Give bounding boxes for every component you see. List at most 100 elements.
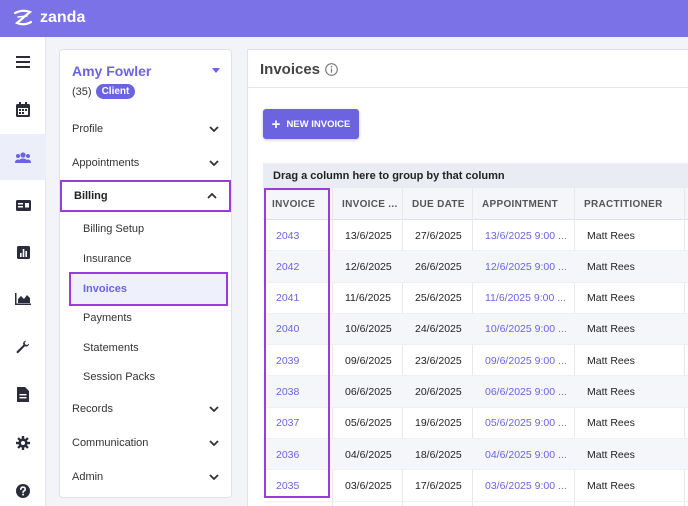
invoice-date-cell: 03/6/2025 [345,479,392,492]
appointment-link[interactable]: 06/6/2025 9:00 ... [485,385,567,398]
practitioner-cell: Matt Rees [587,323,635,336]
new-invoice-label: NEW INVOICE [286,118,351,130]
due-date-cell: 19/6/2025 [415,417,462,430]
client-nav-panel: Amy Fowler (35) Client Profile Appointme… [59,49,232,498]
appointment-link[interactable]: 11/6/2025 9:00 ... [485,292,566,305]
practitioner-cell: Matt Rees [587,479,635,492]
menu-item-label: Records [72,403,113,415]
menu-item-label: Admin [72,471,104,483]
document-icon[interactable] [0,371,46,417]
table-row[interactable]: 2039 09/6/2025 23/6/2025 09/6/2025 9:00 … [263,345,688,377]
hamburger-menu-icon[interactable] [0,39,46,85]
invoice-number-link[interactable]: 2039 [276,354,300,367]
submenu-insurance[interactable]: Insurance [83,253,132,265]
column-header-due-date[interactable]: DUE DATE [402,188,472,220]
appointment-link[interactable]: 13/6/2025 9:00 ... [485,229,567,242]
column-divider [402,188,403,506]
invoice-number-link[interactable]: 2043 [276,229,300,242]
table-row[interactable]: 2040 10/6/2025 24/6/2025 10/6/2025 9:00 … [263,313,688,346]
column-header-invoice[interactable]: INVOICE [272,198,316,210]
appointment-link[interactable]: 12/6/2025 9:00 ... [485,260,567,273]
gear-icon[interactable] [0,420,46,466]
invoice-number-link[interactable]: 2037 [276,417,300,430]
group-by-drop-zone[interactable]: Drag a column here to group by that colu… [263,163,688,188]
table-row[interactable]: 2042 12/6/2025 26/6/2025 12/6/2025 9:00 … [263,251,688,283]
icon-sidebar [0,37,46,506]
menu-item-label: Profile [72,123,104,135]
due-date-cell: 17/6/2025 [415,479,462,492]
people-icon[interactable] [0,134,46,180]
invoice-number-link[interactable]: 2035 [276,479,300,492]
invoice-date-cell: 11/6/2025 [345,292,391,305]
invoice-date-cell: 10/6/2025 [345,323,392,336]
group-hint-text: Drag a column here to group by that colu… [273,169,505,182]
help-icon[interactable] [0,468,46,506]
menu-item-billing[interactable]: Billing [60,180,231,212]
invoice-number-link[interactable]: 2041 [276,292,300,305]
menu-item-appointments[interactable]: Appointments [60,148,231,178]
practitioner-cell: Matt Rees [587,260,635,273]
table-row[interactable]: 2035 03/6/2025 17/6/2025 03/6/2025 9:00 … [263,470,688,502]
due-date-cell: 24/6/2025 [415,323,462,336]
divider [248,87,688,88]
menu-item-profile[interactable]: Profile [60,114,231,144]
due-date-cell: 23/6/2025 [415,354,462,367]
due-date-cell: 18/6/2025 [415,448,462,461]
practitioner-cell: Matt Rees [587,229,635,242]
plus-icon: + [271,115,281,133]
chevron-down-icon [209,406,219,412]
practitioner-cell: Matt Rees [587,292,635,305]
practitioner-cell: Matt Rees [587,354,635,367]
table-row[interactable]: 2036 04/6/2025 18/6/2025 04/6/2025 9:00 … [263,439,688,471]
menu-item-label: Billing [74,190,108,202]
logo-text: zanda [40,9,86,26]
calendar-icon[interactable] [0,86,46,132]
column-header-appointment[interactable]: APPOINTMENT [472,188,574,220]
appointment-link[interactable]: 05/6/2025 9:00 ... [485,417,567,430]
due-date-cell: 26/6/2025 [415,260,462,273]
appointment-link[interactable]: 09/6/2025 9:00 ... [485,354,567,367]
menu-item-admin[interactable]: Admin [60,462,231,492]
column-header-practitioner[interactable]: PRACTITIONER [574,188,684,220]
submenu-billing-setup[interactable]: Billing Setup [83,223,145,235]
wrench-icon[interactable] [0,324,46,370]
menu-item-records[interactable]: Records [60,394,231,424]
table-header: INVOICE INVOICE ... DUE DATE APPOINTMENT… [263,188,688,220]
submenu-invoices[interactable]: Invoices [69,272,228,306]
caret-down-icon[interactable] [212,68,220,73]
page-title: Invoices [260,61,338,78]
column-divider [684,188,685,506]
id-card-icon[interactable] [0,182,46,228]
table-row[interactable]: 2041 11/6/2025 25/6/2025 11/6/2025 9:00 … [263,283,688,314]
client-badge: Client [95,84,136,99]
appointment-link[interactable]: 10/6/2025 9:00 ... [485,323,567,336]
client-meta: (35) Client [72,84,136,99]
invoice-number-link[interactable]: 2042 [276,260,300,273]
chevron-up-icon [207,193,217,199]
submenu-statements[interactable]: Statements [83,342,139,354]
client-count: (35) [72,85,92,98]
chevron-down-icon [209,474,219,480]
menu-item-communication[interactable]: Communication [60,428,231,458]
zanda-logo-icon [13,9,33,26]
submenu-payments[interactable]: Payments [83,312,132,324]
invoice-number-link[interactable]: 2036 [276,448,300,461]
zanda-logo[interactable]: zanda [12,7,85,29]
invoice-date-cell: 12/6/2025 [345,260,392,273]
new-invoice-button[interactable]: + NEW INVOICE [263,109,359,139]
area-chart-icon[interactable] [0,276,46,322]
appointment-link[interactable]: 03/6/2025 9:00 ... [485,479,567,492]
table-row[interactable]: 2043 13/6/2025 27/6/2025 13/6/2025 9:00 … [263,220,688,252]
table-row[interactable]: 2037 05/6/2025 19/6/2025 05/6/2025 9:00 … [263,408,688,440]
appointment-link[interactable]: 04/6/2025 9:00 ... [485,448,567,461]
due-date-cell: 27/6/2025 [415,229,462,242]
client-name[interactable]: Amy Fowler [72,63,152,79]
column-header-invoice-date[interactable]: INVOICE ... [332,188,402,220]
bar-chart-icon[interactable] [0,229,46,275]
submenu-session-packs[interactable]: Session Packs [83,371,156,383]
info-icon[interactable] [325,63,338,76]
invoice-number-link[interactable]: 2040 [276,323,300,336]
invoice-number-link[interactable]: 2038 [276,385,300,398]
column-divider [574,188,575,506]
table-row[interactable]: 2038 06/6/2025 20/6/2025 06/6/2025 9:00 … [263,376,688,408]
